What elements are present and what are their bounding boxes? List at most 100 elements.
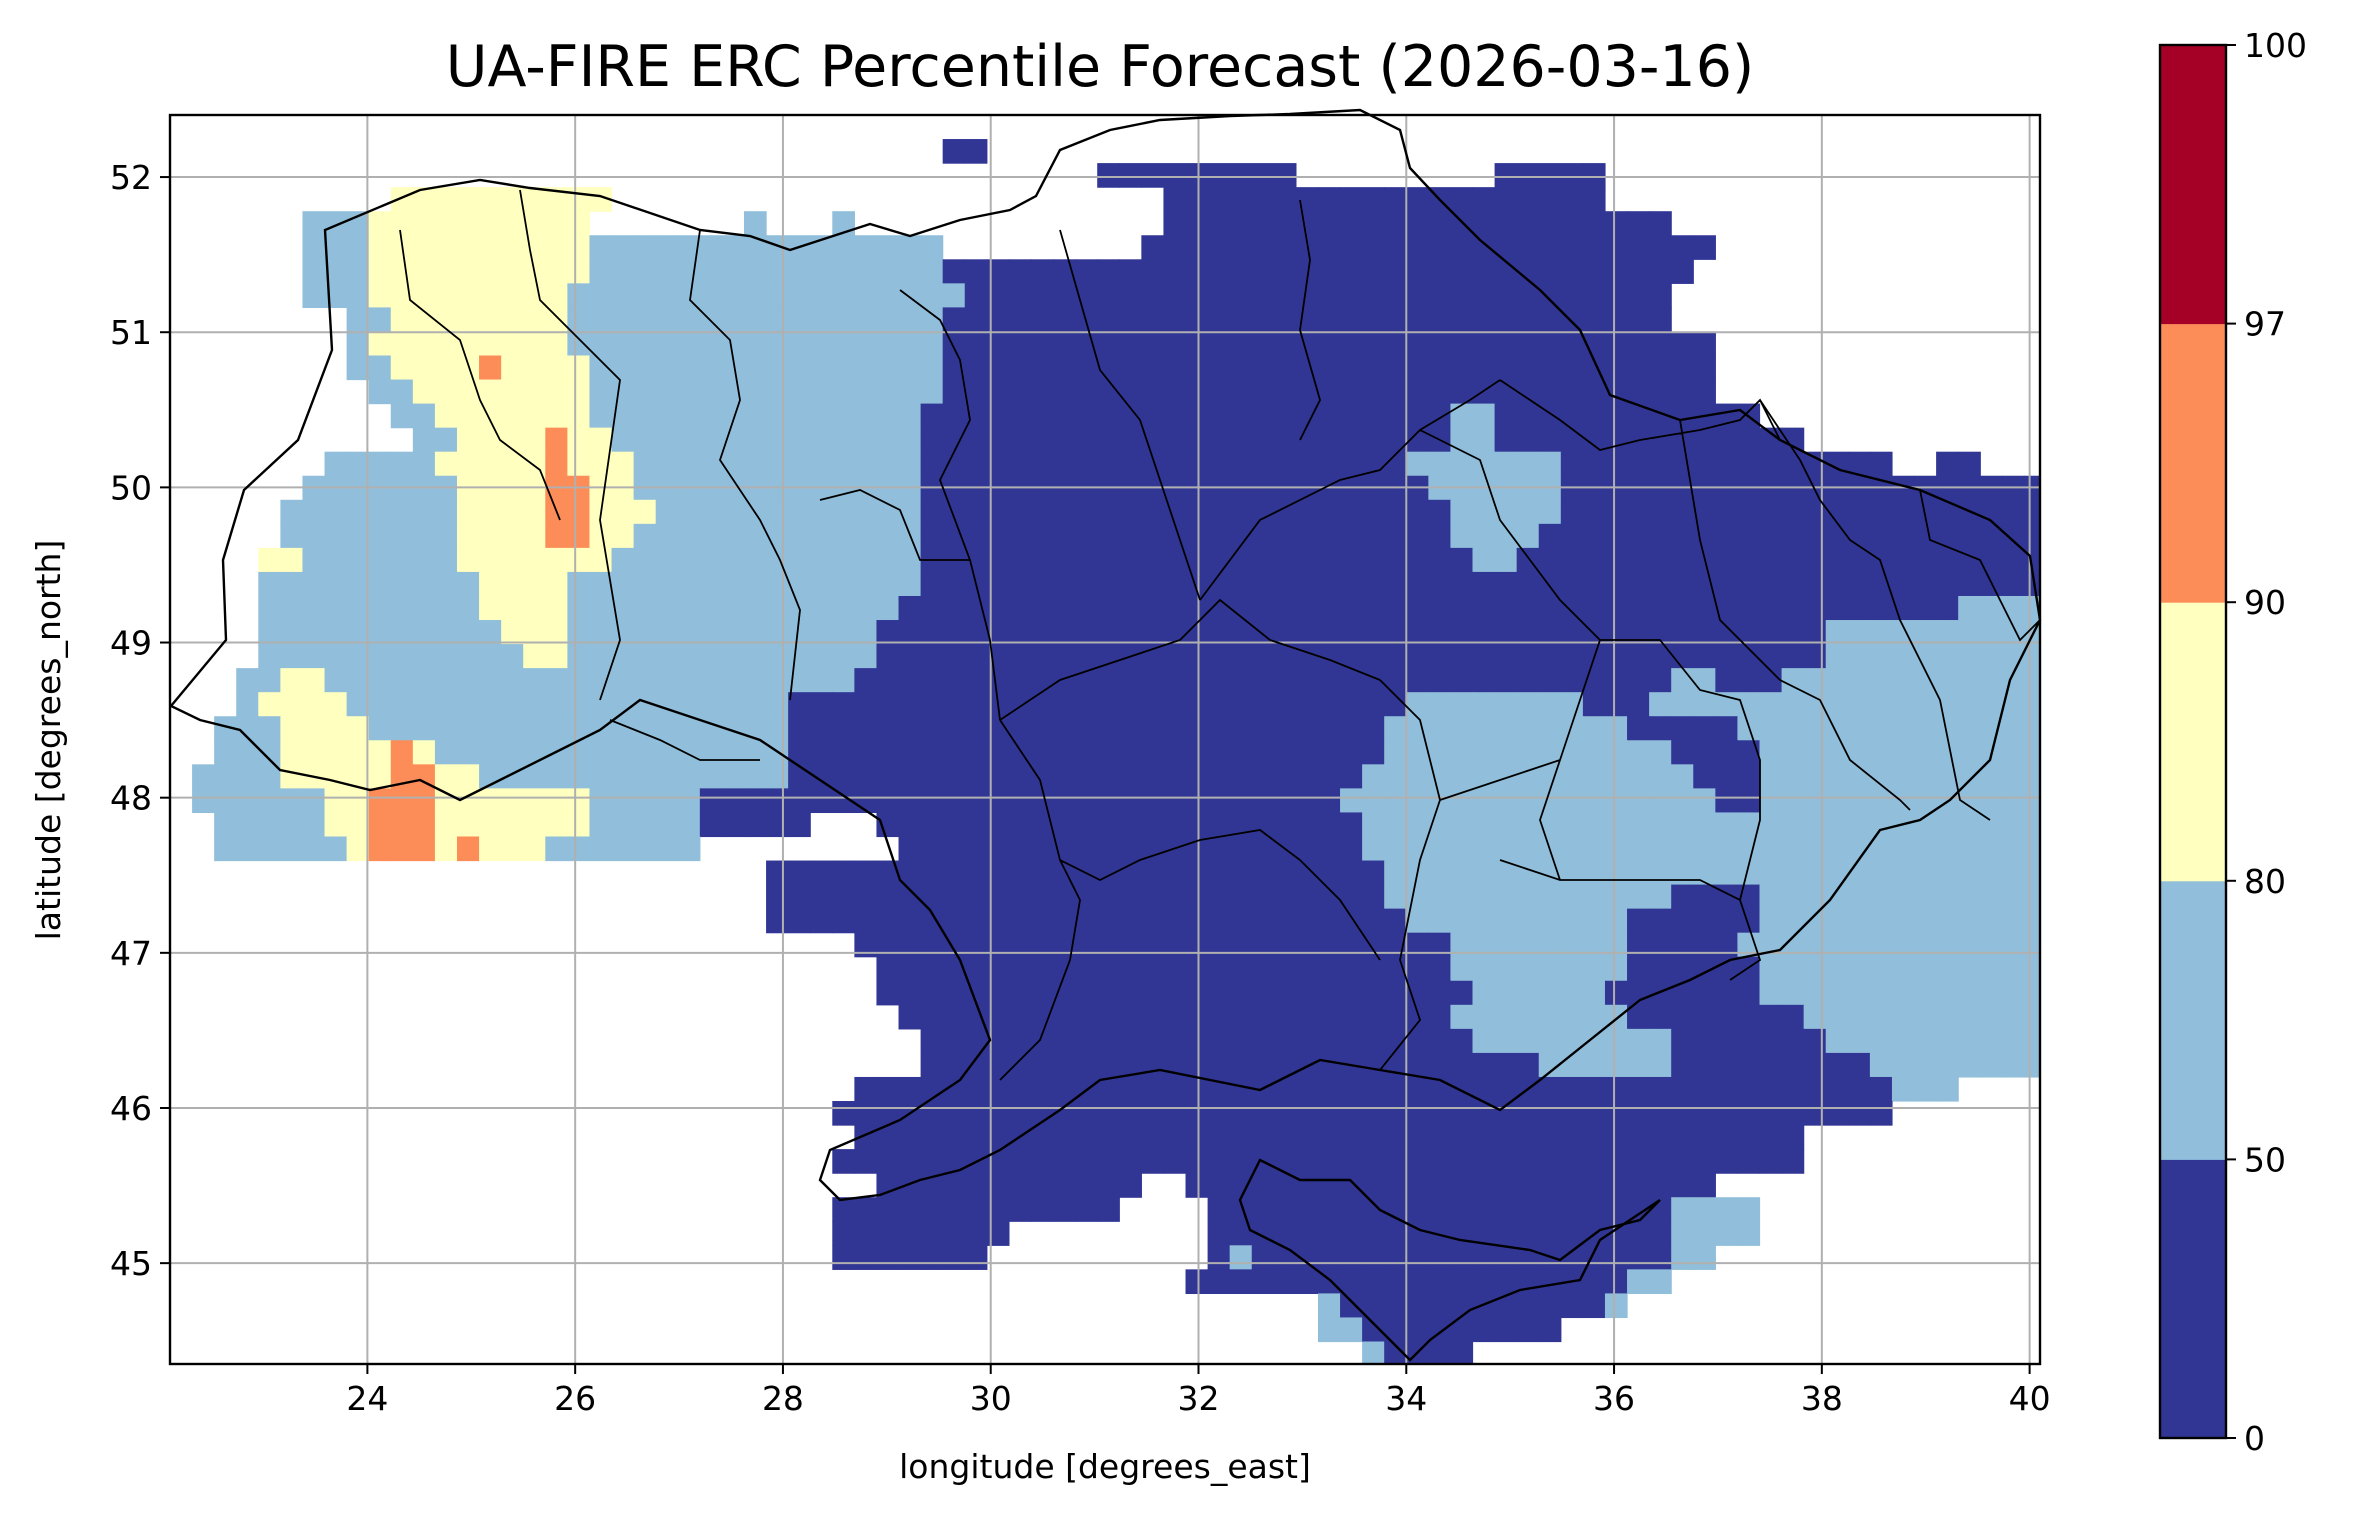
map-cell (854, 355, 878, 381)
map-cell (1362, 908, 1385, 934)
map-cell (1494, 451, 1518, 477)
map-cell (390, 379, 414, 405)
map-cell (567, 644, 591, 669)
map-cell (832, 235, 855, 260)
map-cell (1450, 692, 1474, 717)
map-cell (788, 788, 811, 814)
map-cell (1936, 980, 1959, 1006)
map-cell (633, 259, 657, 284)
map-cell (1958, 980, 1981, 1006)
map-cell (1163, 1149, 1187, 1174)
map-cell (810, 595, 833, 621)
map-cell (1627, 523, 1650, 549)
map-cell (1781, 716, 1805, 741)
map-cell (1097, 1149, 1120, 1174)
map-cell (1097, 163, 1120, 188)
y-tick-label: 50 (110, 468, 152, 507)
map-cell (1914, 932, 1937, 958)
map-cell (302, 259, 326, 284)
map-cell (1450, 451, 1474, 477)
map-cell (1494, 1221, 1518, 1246)
map-cell (1340, 211, 1363, 236)
map-cell (1869, 1076, 1893, 1102)
map-cell (876, 307, 900, 333)
map-cell (1450, 427, 1474, 453)
map-cell (346, 523, 370, 549)
map-cell (1450, 740, 1474, 765)
map-cell (964, 740, 988, 765)
map-cell (1185, 716, 1209, 741)
map-cell (1582, 235, 1606, 260)
map-cell (1803, 1028, 1827, 1054)
map-cell (898, 499, 922, 525)
map-cell (1008, 956, 1032, 982)
map-cell (1428, 307, 1452, 333)
map-cell (1582, 620, 1606, 645)
map-cell (1163, 571, 1187, 597)
map-cell (1229, 1173, 1253, 1198)
map-cell (1450, 1101, 1474, 1126)
map-cell (1494, 427, 1518, 453)
map-cell (1980, 764, 2003, 789)
map-cell (1340, 355, 1363, 381)
map-cell (1494, 812, 1518, 838)
map-cell (1185, 932, 1209, 958)
map-cell (1693, 499, 1716, 525)
map-cell (876, 523, 900, 549)
map-cell (1406, 403, 1429, 429)
map-cell (1141, 1149, 1165, 1174)
map-cell (964, 1004, 988, 1030)
map-cell (1097, 740, 1120, 765)
map-cell (1384, 283, 1407, 308)
map-cell (589, 355, 613, 381)
map-cell (1759, 980, 1783, 1006)
map-cell (567, 427, 591, 453)
map-cell (567, 716, 591, 741)
map-cell (743, 403, 767, 429)
map-cell (1295, 620, 1319, 645)
map-cell (677, 812, 701, 838)
map-cell (611, 668, 635, 693)
map-cell (1803, 1101, 1827, 1126)
map-cell (1781, 427, 1805, 453)
map-cell (964, 403, 988, 429)
map-cell (2002, 1028, 2026, 1054)
map-cell (1251, 283, 1275, 308)
map-cell (1781, 740, 1805, 765)
map-cell (832, 283, 855, 308)
map-cell (1516, 980, 1540, 1006)
map-cell (1627, 259, 1650, 284)
map-cell (876, 571, 900, 597)
map-cell (1406, 740, 1429, 765)
map-cell (1163, 668, 1187, 693)
map-cell (1560, 259, 1584, 284)
map-cell (1207, 163, 1231, 188)
map-cell (545, 644, 568, 669)
map-cell (1759, 716, 1783, 741)
map-cell (1075, 1173, 1098, 1198)
map-cell (1560, 235, 1584, 260)
map-cell (1097, 788, 1120, 814)
map-cell (501, 644, 524, 669)
map-cell (258, 668, 281, 693)
map-cell (1582, 259, 1606, 284)
map-cell (942, 644, 966, 669)
map-cell (434, 283, 458, 308)
map-cell (920, 812, 944, 838)
map-cell (743, 740, 767, 765)
map-cell (1317, 932, 1341, 958)
map-cell (920, 427, 944, 453)
map-cell (1185, 427, 1209, 453)
map-cell (545, 620, 568, 645)
map-cell (434, 764, 458, 789)
map-cell (1781, 1004, 1805, 1030)
map-cell (1251, 668, 1275, 693)
map-cell (1119, 1028, 1142, 1054)
map-cell (1163, 908, 1187, 934)
map-cell (236, 836, 259, 862)
map-cell (942, 427, 966, 453)
map-cell (346, 740, 370, 765)
map-cell (1649, 812, 1672, 838)
map-cell (1097, 1101, 1120, 1126)
map-cell (258, 836, 281, 862)
